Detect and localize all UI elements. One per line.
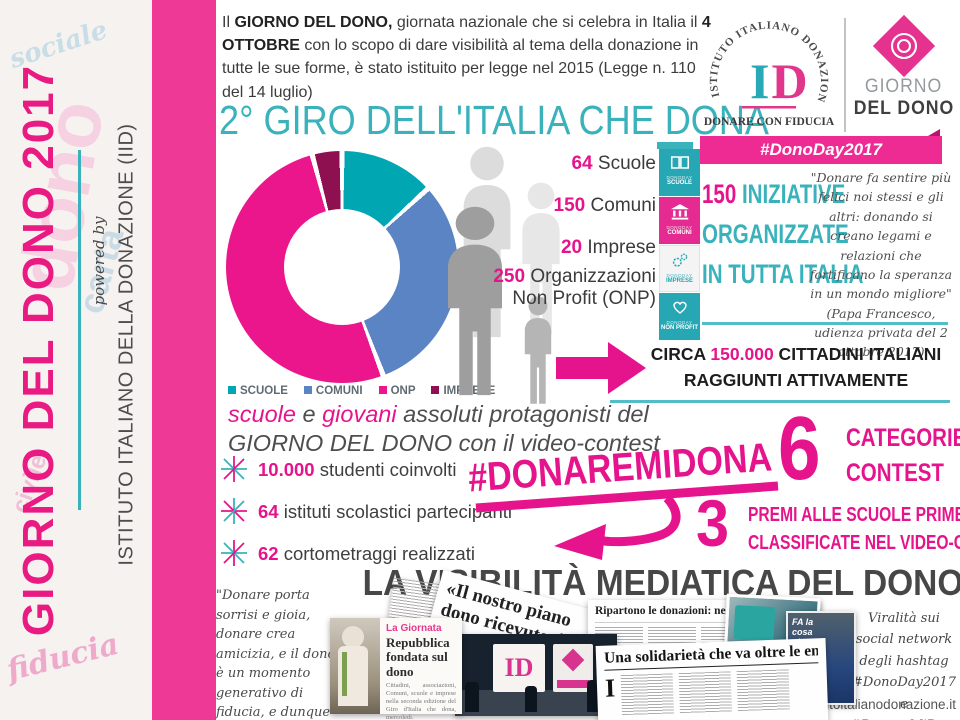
logo-divider — [844, 18, 846, 132]
heart-icon — [672, 301, 687, 314]
bullet-studenti: 10.000 studenti coinvolti — [258, 459, 457, 480]
giorno-del-dono-logo: GIORNO DEL DONO — [850, 10, 958, 120]
donoday-ribbon: #DonoDay2017 — [700, 129, 942, 164]
sidebar-divider-line — [78, 150, 81, 510]
quote-text: "Donare porta sorrisi e gioia, donare cr… — [216, 588, 336, 720]
magenta-sidebar-bar — [152, 0, 216, 720]
prizes-count: 3 — [696, 486, 730, 560]
stat-imprese: 20 Imprese — [560, 237, 656, 258]
tv-screenshot-stage: ID — [455, 634, 617, 716]
bullet-istituti: 64 istituti scolastici partecipanti — [258, 501, 512, 522]
quote-text: "Donare fa sentire più felici noi stessi… — [809, 170, 953, 302]
social-virality-note: Viralità sui social network degli hashta… — [850, 611, 960, 720]
iniziative-callout: 150 INIZIATIVE ORGANIZZATE IN TUTTA ITAL… — [702, 179, 864, 289]
protagonists-text: scuole e giovani assoluti protagonisti d… — [228, 401, 660, 456]
right-arrow-icon — [556, 342, 646, 394]
reach-statement: CIRCA 150.000 CITTADINI ITALIANI RAGGIUN… — [650, 344, 942, 391]
prizes-label-1: PREMI ALLE SCUOLE PRIME — [748, 504, 960, 526]
section-title: 2° GIRO DELL'ITALIA CHE DONA — [219, 97, 769, 143]
categories-count: 6 — [778, 399, 821, 499]
intro-paragraph: Il GIORNO DEL DONO, giornata nazionale c… — [222, 14, 711, 101]
svg-text:ID: ID — [750, 53, 808, 109]
prizes-label-2: CLASSIFICATE NEL VIDEO-CONTEST — [748, 532, 960, 554]
stat-comuni: 150 Comuni — [553, 195, 656, 216]
pope-quote: "Donare fa sentire più felici noi stessi… — [806, 168, 956, 362]
quote-attribution: (Papa Francesco, udienza privata del 2 o… — [814, 305, 948, 360]
organization-name-vertical: ISTITUTO ITALIANO DELLA DONAZIONE (IID) — [115, 123, 138, 566]
categories-label-2: CONTEST — [846, 459, 944, 487]
gears-icon — [672, 253, 687, 267]
badge-imprese: DONODAY IMPRESE — [659, 245, 700, 292]
divider-rule — [610, 400, 950, 403]
article-la-giornata: La Giornata Repubblica fondata sul dono … — [330, 618, 462, 720]
bullet-cortometraggi: 62 cortometraggi realizzati — [258, 543, 475, 564]
star-bullet-icon — [221, 456, 247, 482]
hashtag-underline-arrow — [475, 481, 779, 560]
book-icon — [670, 156, 689, 169]
iid-letter-i: I — [750, 53, 769, 109]
iid-tagline: DONARE CON FIDUCIA — [704, 116, 835, 128]
stat-onp: 250 Organizzazioni Non Profit (ONP) — [493, 266, 656, 309]
iid-letter-d: D — [771, 53, 807, 109]
title-underline-dash — [657, 142, 693, 149]
legend-item: ONP — [378, 385, 415, 397]
legend-item: SCUOLE — [228, 385, 288, 397]
donut-chart — [226, 151, 458, 383]
gdd-line1: GIORNO — [865, 76, 943, 97]
star-bullet-icon — [221, 498, 247, 524]
gdd-diamond-icon — [872, 14, 936, 78]
poster-title-vertical: GIORNO DEL DONO 2017 — [14, 63, 63, 637]
powered-by-label: powered by — [90, 216, 108, 306]
categories-label-1: CATEGORIE — [846, 424, 960, 452]
legend-item: COMUNI — [303, 385, 363, 397]
article-solidarieta: Una solidarietà che va oltre le emergenz… — [595, 638, 829, 720]
stat-scuole: 64 Scuole — [571, 153, 656, 174]
badge-nonprofit: DONODAY NON PROFIT — [659, 293, 700, 340]
watermark-strip: sociale dono carta civile fiducia — [0, 0, 152, 720]
iid-logo: ISTITUTO ITALIANO DONAZIONE ID DONARE CO… — [694, 0, 840, 134]
donoday-badge-strip: DONODAY SCUOLE DONODAY COMUNI DONODAY IMPRE… — [659, 149, 700, 341]
star-bullet-icon — [221, 540, 247, 566]
news-photo — [330, 618, 380, 714]
badge-comuni: DONODAY COMUNI — [659, 197, 700, 244]
divider-rule — [702, 322, 948, 325]
bank-icon — [670, 204, 689, 220]
mattarella-quote: "Donare porta sorrisi e gioia, donare cr… — [216, 586, 340, 720]
gdd-line2: DEL DONO — [853, 98, 955, 119]
badge-scuole: DONODAY SCUOLE — [659, 149, 700, 196]
